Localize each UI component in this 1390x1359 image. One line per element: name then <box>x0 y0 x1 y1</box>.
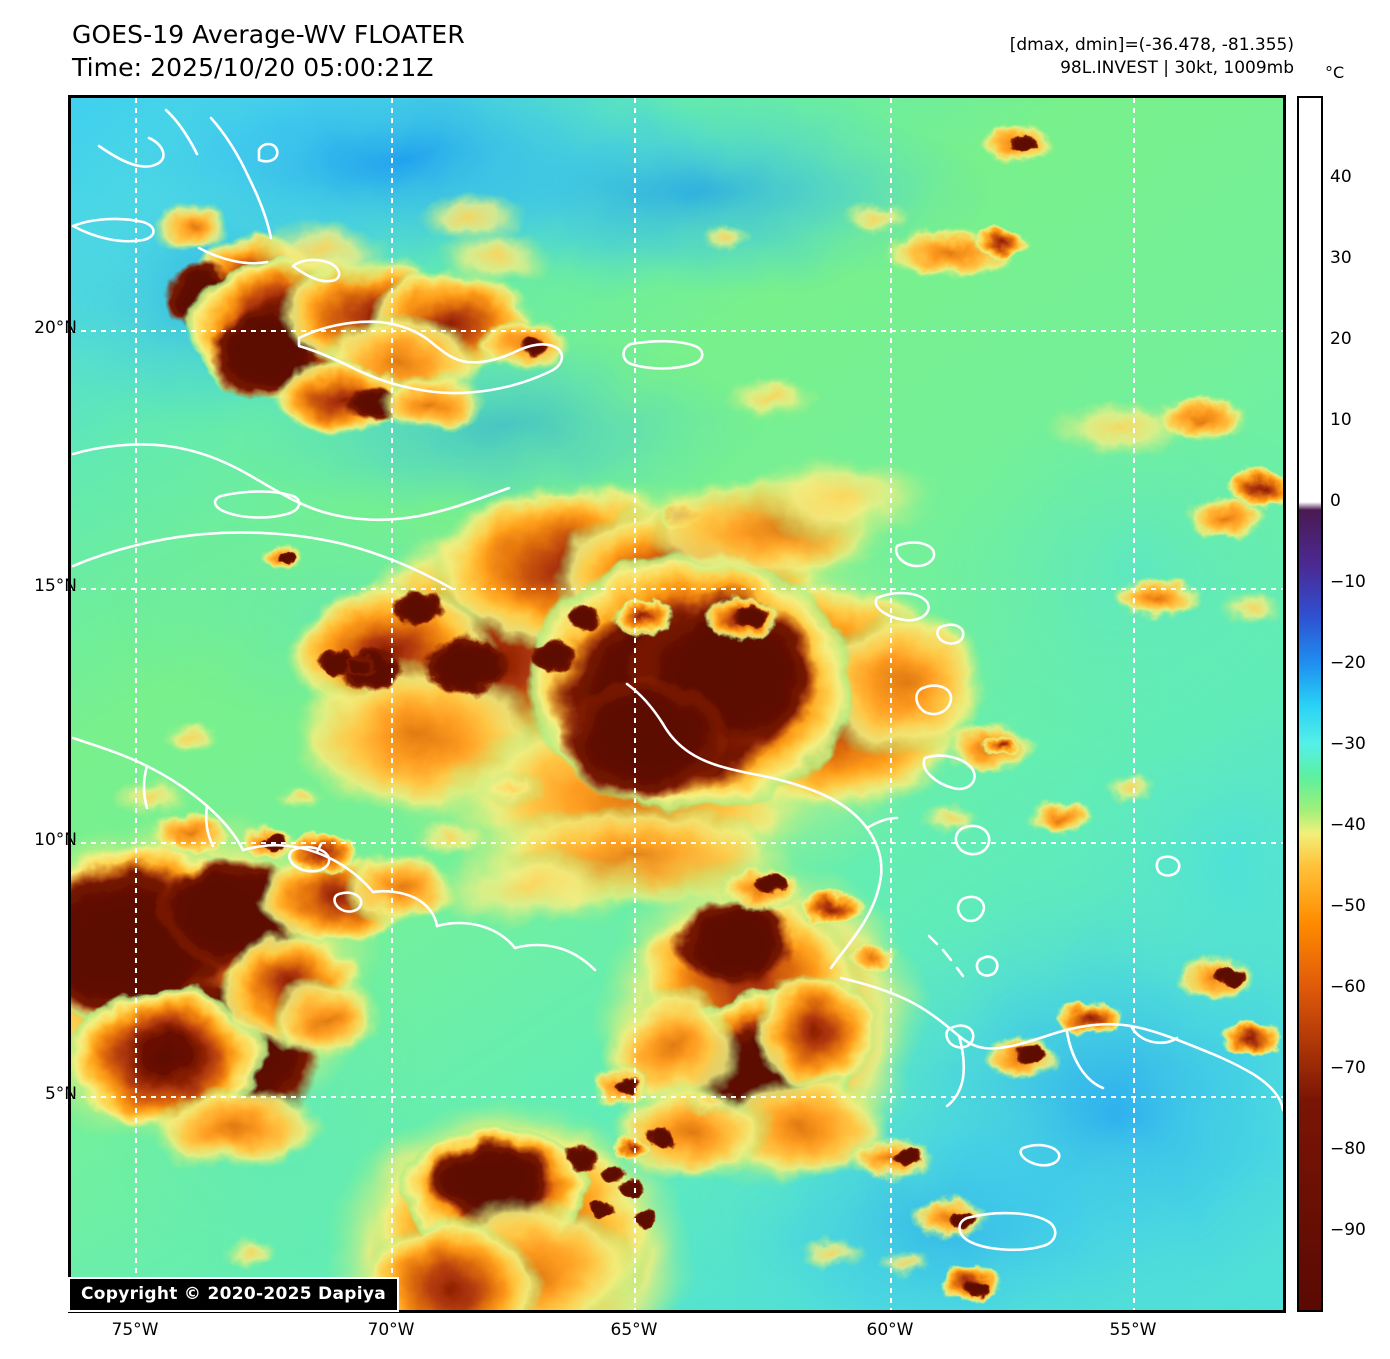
page-title: GOES-19 Average-WV FLOATER Time: 2025/10… <box>72 18 465 84</box>
cbtick-label-m90: −90 <box>1330 1220 1366 1240</box>
cbtick-label-10: 10 <box>1330 410 1352 430</box>
cbtick-label-m10: −10 <box>1330 572 1366 592</box>
ytick-label-15n: 15°N <box>34 576 77 596</box>
ytick-label-20n: 20°N <box>34 318 77 338</box>
storm-info-label: 98L.INVEST | 30kt, 1009mb <box>1060 58 1294 78</box>
ytick-label-5n: 5°N <box>44 1084 77 1104</box>
cbtick-label-30: 30 <box>1330 248 1352 268</box>
xtick-label-55w: 55°W <box>1109 1320 1157 1340</box>
cbtick-label-m80: −80 <box>1330 1139 1366 1159</box>
satellite-heatmap-canvas <box>71 98 1283 1310</box>
metadata-block: [dmax, dmin]=(-36.478, -81.355) 98L.INVE… <box>1010 34 1294 80</box>
cbtick-label-m40: −40 <box>1330 815 1366 835</box>
colorbar <box>1297 96 1323 1312</box>
colorbar-gradient <box>1299 98 1321 1310</box>
colorbar-units-label: °C <box>1325 63 1345 82</box>
cbtick-label-20: 20 <box>1330 329 1352 349</box>
xtick-label-75w: 75°W <box>111 1320 159 1340</box>
cbtick-label-m60: −60 <box>1330 977 1366 997</box>
cbtick-label-m50: −50 <box>1330 896 1366 916</box>
scattered-cells <box>161 544 1159 1269</box>
satellite-image-plot <box>68 95 1286 1313</box>
cbtick-label-m20: −20 <box>1330 653 1366 673</box>
dminmax-label: [dmax, dmin]=(-36.478, -81.355) <box>1009 35 1294 55</box>
xtick-label-65w: 65°W <box>610 1320 658 1340</box>
xtick-label-60w: 60°W <box>866 1320 914 1340</box>
cbtick-label-m30: −30 <box>1330 734 1366 754</box>
xtick-label-70w: 70°W <box>367 1320 415 1340</box>
timestamp-label: Time: 2025/10/20 05:00:21Z <box>72 53 434 82</box>
northeast-warm-patches <box>698 123 1283 626</box>
cbtick-label-40: 40 <box>1330 167 1352 187</box>
main-convective-mass <box>286 456 991 930</box>
hispaniola-convection-cluster <box>153 194 574 438</box>
copyright-banner: Copyright © 2020-2025 Dapiya <box>68 1277 399 1312</box>
product-title: GOES-19 Average-WV FLOATER <box>72 20 465 49</box>
south-central-convective-mass <box>326 1066 696 1310</box>
cbtick-label-m70: −70 <box>1330 1058 1366 1078</box>
cbtick-label-0: 0 <box>1330 491 1341 511</box>
ytick-label-10n: 10°N <box>34 830 77 850</box>
